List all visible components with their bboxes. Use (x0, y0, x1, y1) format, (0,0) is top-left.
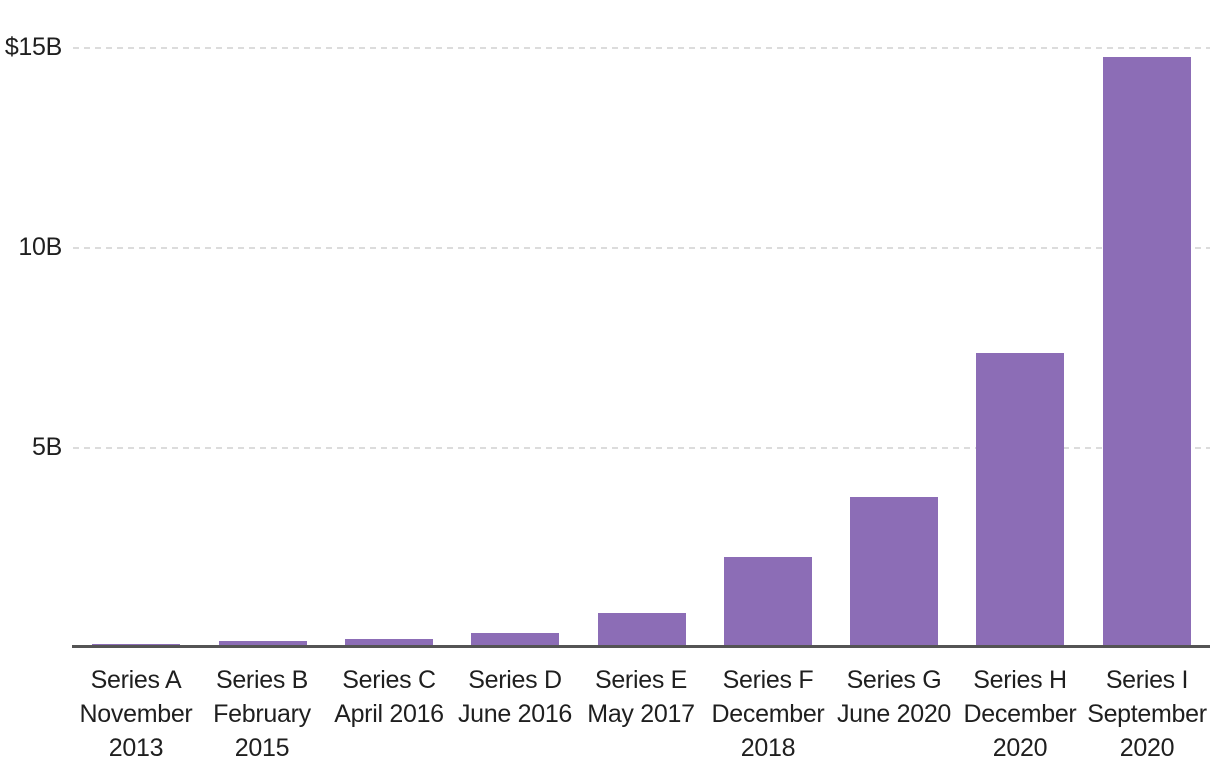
x-axis-label-series-b: Series B February 2015 (199, 663, 325, 765)
x-axis-label-line: Series B (215, 666, 309, 694)
x-axis-label-line: Series G (846, 666, 942, 694)
bar-series-g (850, 497, 938, 645)
x-axis-label-line: Series D (468, 666, 562, 694)
x-axis-label-series-c: Series C April 2016 (326, 663, 452, 731)
x-axis-label-line: Series I (1105, 666, 1189, 694)
bar-series-b (219, 641, 307, 645)
x-axis-label-line: Series H (973, 666, 1067, 694)
x-axis-label-line: 2018 (740, 734, 796, 762)
gridline-10B (73, 247, 1210, 249)
bar-series-f (724, 557, 812, 645)
x-axis-label-series-e: Series E May 2017 (578, 663, 704, 731)
x-axis-label-line: September (1087, 700, 1207, 728)
x-axis-label-line: June 2020 (836, 700, 952, 728)
x-axis-label-line: 2020 (992, 734, 1048, 762)
x-axis-label-line: May 2017 (587, 700, 695, 728)
bar-series-e (598, 613, 686, 645)
gridline-5B (73, 447, 1210, 449)
plot-area: Series A November 2013 Series B February 2015… (72, 0, 1210, 784)
x-axis-label-line: November (79, 700, 193, 728)
gridline-15B (73, 47, 1210, 49)
bar-series-d (471, 633, 559, 645)
bar-series-i (1103, 57, 1191, 645)
x-axis-label-line: June 2016 (457, 700, 573, 728)
x-axis-label-line: Series A (90, 666, 182, 694)
y-axis: $15B 10B 5B (0, 0, 62, 784)
y-tick-label: 10B (18, 233, 62, 261)
x-axis-label-series-h: Series H December 2020 (957, 663, 1083, 765)
x-axis-label-line: Series F (722, 666, 814, 694)
x-axis-label-series-a: Series A November 2013 (73, 663, 199, 765)
y-tick-label: 5B (32, 433, 62, 461)
x-axis-label-line: December (963, 700, 1077, 728)
x-axis-label-series-d: Series D June 2016 (452, 663, 578, 731)
x-axis-label-line: 2020 (1119, 734, 1175, 762)
x-axis-label-line: February (213, 700, 311, 728)
x-axis-label-series-g: Series G June 2020 (831, 663, 957, 731)
x-axis-label-line: Series E (594, 666, 688, 694)
x-axis-label-line: 2013 (108, 734, 164, 762)
bar-series-a (92, 644, 180, 645)
x-axis-line (72, 645, 1210, 648)
x-axis-label-series-f: Series F December 2018 (705, 663, 831, 765)
bar-series-c (345, 639, 433, 645)
x-axis-label-series-i: Series I September 2020 (1084, 663, 1210, 765)
bar-series-h (976, 353, 1064, 645)
x-axis-label-line: Series C (342, 666, 436, 694)
x-axis-label-line: December (711, 700, 825, 728)
y-tick-label: $15B (4, 33, 62, 61)
x-axis-label-line: 2015 (234, 734, 290, 762)
x-axis-label-line: April 2016 (334, 700, 444, 728)
